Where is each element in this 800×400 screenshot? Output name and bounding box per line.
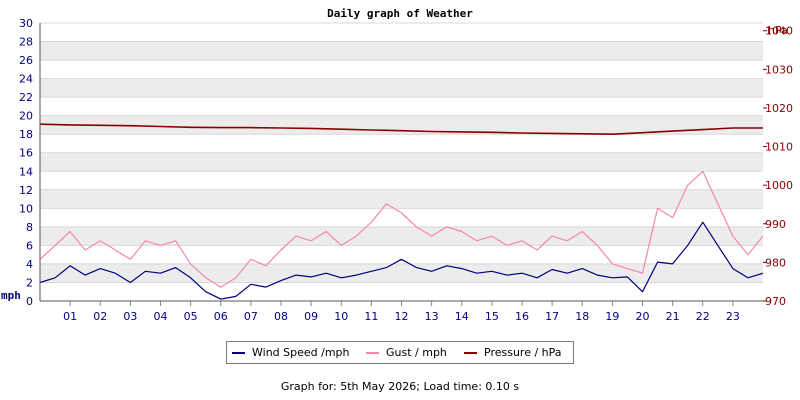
x-tick-label: 20 — [636, 310, 650, 323]
y-axis-left-label: mph — [1, 289, 21, 302]
legend: Wind Speed /mph Gust / mph Pressure / hP… — [226, 341, 574, 364]
y-left-tick-label: 20 — [19, 110, 33, 123]
x-tick-label: 06 — [214, 310, 228, 323]
y-right-tick-label: 980 — [765, 256, 786, 269]
y-left-tick-label: 2 — [26, 276, 33, 289]
y-right-tick-label: 1010 — [765, 141, 793, 154]
legend-gust-swatch — [366, 352, 379, 354]
x-tick-label: 21 — [666, 310, 680, 323]
y-left-tick-label: 14 — [19, 165, 33, 178]
y-right-tick-label: 990 — [765, 218, 786, 231]
x-tick-label: 04 — [154, 310, 168, 323]
y-left-tick-label: 12 — [19, 184, 33, 197]
x-tick-label: 09 — [304, 310, 318, 323]
x-tick-label: 10 — [334, 310, 348, 323]
legend-wind-label: Wind Speed /mph — [252, 346, 350, 359]
y-left-tick-label: 28 — [19, 36, 33, 49]
footer-status: Graph for: 5th May 2026; Load time: 0.10… — [280, 380, 520, 393]
y-right-tick-label: 1040 — [765, 25, 793, 38]
y-left-tick-label: 0 — [26, 295, 33, 308]
chart-title: Daily graph of Weather — [327, 7, 473, 20]
x-tick-label: 19 — [605, 310, 619, 323]
x-tick-label: 12 — [395, 310, 409, 323]
y-left-tick-label: 24 — [19, 73, 33, 86]
y-right-tick-label: 1020 — [765, 102, 793, 115]
x-tick-label: 18 — [575, 310, 589, 323]
pressure-hpa-line — [39, 123, 763, 135]
y-left-tick-label: 4 — [26, 258, 33, 271]
y-right-tick-label: 1000 — [765, 179, 793, 192]
x-tick-label: 01 — [63, 310, 77, 323]
x-tick-label: 07 — [244, 310, 258, 323]
gust-mph-line — [39, 170, 764, 288]
wind-speed-mph-line — [39, 221, 764, 300]
x-tick-label: 14 — [455, 310, 469, 323]
y-right-tick-label: 1030 — [765, 63, 793, 76]
x-tick-label: 13 — [425, 310, 439, 323]
y-left-tick-label: 6 — [26, 239, 33, 252]
legend-gust-label: Gust / mph — [386, 346, 447, 359]
x-tick-label: 15 — [485, 310, 499, 323]
legend-pressure-swatch — [464, 352, 477, 354]
grid-band — [40, 226, 763, 246]
x-tick-label: 02 — [93, 310, 107, 323]
x-tick-label: 16 — [515, 310, 529, 323]
x-tick-label: 08 — [274, 310, 288, 323]
y-left-tick-label: 10 — [19, 202, 33, 215]
y-left-tick-label: 18 — [19, 128, 33, 141]
x-tick-label: 22 — [696, 310, 710, 323]
x-tick-label: 11 — [364, 310, 378, 323]
y-left-tick-label: 26 — [19, 54, 33, 67]
legend-wind-swatch — [232, 352, 245, 354]
grid-band — [40, 189, 763, 209]
y-right-tick-label: 970 — [765, 295, 786, 308]
y-left-tick-label: 22 — [19, 91, 33, 104]
x-tick-label: 03 — [123, 310, 137, 323]
grid-band — [40, 78, 763, 98]
grid-band — [40, 41, 763, 61]
x-tick-label: 23 — [726, 310, 740, 323]
y-left-tick-label: 8 — [26, 221, 33, 234]
y-left-tick-label: 16 — [19, 147, 33, 160]
x-tick-label: 17 — [545, 310, 559, 323]
x-tick-label: 05 — [184, 310, 198, 323]
grid-band — [40, 263, 763, 283]
y-axis-right-label: hPa — [768, 24, 788, 37]
grid-band — [40, 115, 763, 135]
y-left-tick-label: 30 — [19, 17, 33, 30]
legend-pressure-label: Pressure / hPa — [484, 346, 562, 359]
grid-band — [40, 152, 763, 172]
